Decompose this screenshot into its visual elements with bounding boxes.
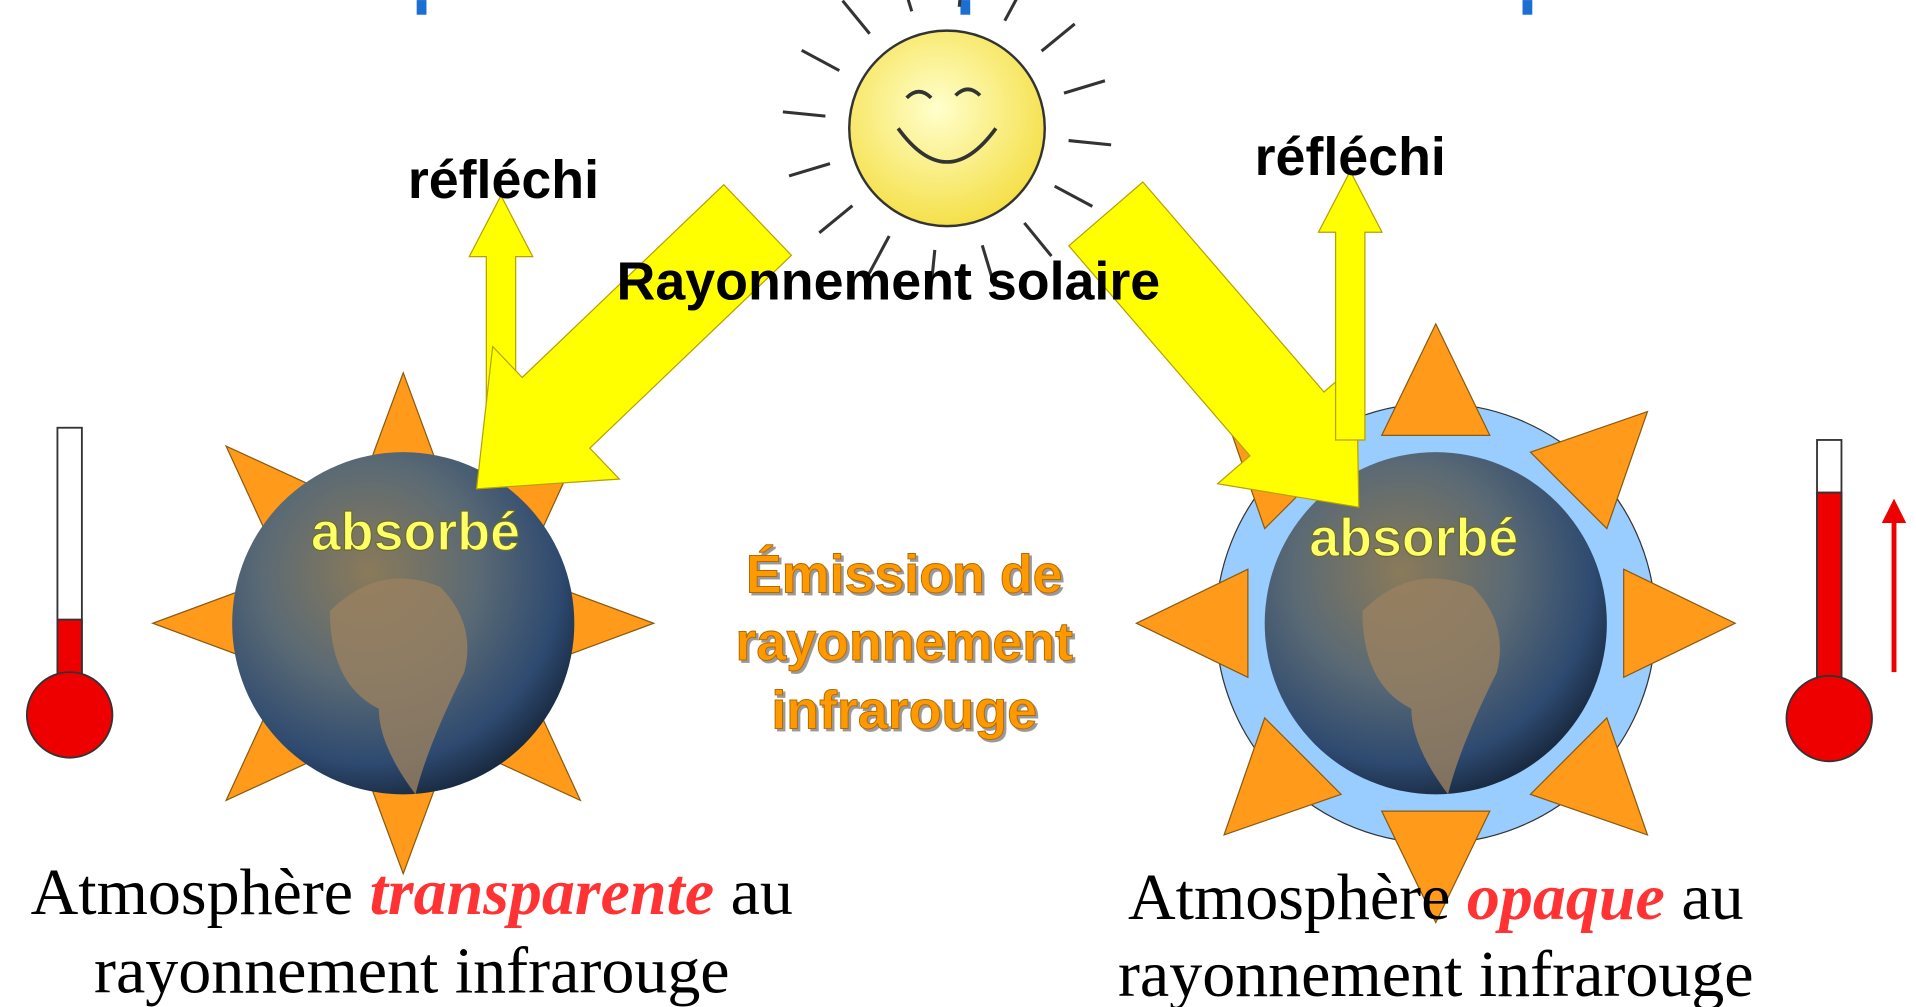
- solar-label: Rayonnement solaire: [617, 251, 1161, 311]
- sun-ray: [1005, 0, 1025, 21]
- absorbed-label: absorbé: [1309, 508, 1518, 568]
- frame-mark: [1523, 0, 1533, 15]
- emission-ray: [1624, 569, 1735, 677]
- caption-emphasis: transparente: [370, 856, 715, 929]
- rise-arrow-head: [1882, 499, 1906, 523]
- sun-ray: [1064, 81, 1105, 93]
- caption: rayonnement infrarouge: [1118, 938, 1754, 1007]
- thermometer-bulb: [1786, 676, 1872, 762]
- sun-ray: [1055, 186, 1093, 206]
- caption-start: Atmosphère: [31, 856, 353, 929]
- caption-emphasis: opaque: [1467, 861, 1665, 934]
- sun-ray: [899, 0, 911, 11]
- caption-end: au: [1681, 861, 1743, 934]
- emission-ray: [1382, 324, 1490, 435]
- sun: [849, 31, 1045, 227]
- diagram: réfléchi réfléchi Rayonnement solaire ab…: [0, 0, 1916, 1007]
- caption-end: au: [731, 856, 793, 929]
- caption: Atmosphère transparente au: [31, 856, 793, 929]
- caption-start: Atmosphère: [1128, 861, 1450, 934]
- emission-label: rayonnement: [735, 612, 1073, 672]
- layout: [27, 0, 1906, 923]
- frame-mark: [417, 0, 427, 15]
- reflected-label: réfléchi: [408, 150, 599, 210]
- thermometer-bulb: [27, 672, 113, 758]
- caption: Atmosphère opaque au: [1128, 861, 1744, 934]
- emission-label: Émission de: [746, 545, 1063, 605]
- sun-ray: [789, 164, 830, 176]
- sun-ray: [1069, 141, 1112, 145]
- sun-ray: [783, 112, 826, 116]
- sun-ray: [1042, 24, 1075, 51]
- sun-ray: [819, 206, 852, 233]
- reflected-label: réfléchi: [1255, 127, 1446, 187]
- frame-mark: [960, 0, 970, 15]
- caption: rayonnement infrarouge: [94, 934, 730, 1007]
- sun-ray: [802, 50, 840, 70]
- arrow: [1069, 182, 1359, 507]
- emission-ray: [1136, 569, 1247, 677]
- emission-label: infrarouge: [771, 680, 1037, 740]
- arrow: [477, 185, 792, 489]
- absorbed-label: absorbé: [311, 502, 520, 562]
- sun-ray: [843, 1, 870, 34]
